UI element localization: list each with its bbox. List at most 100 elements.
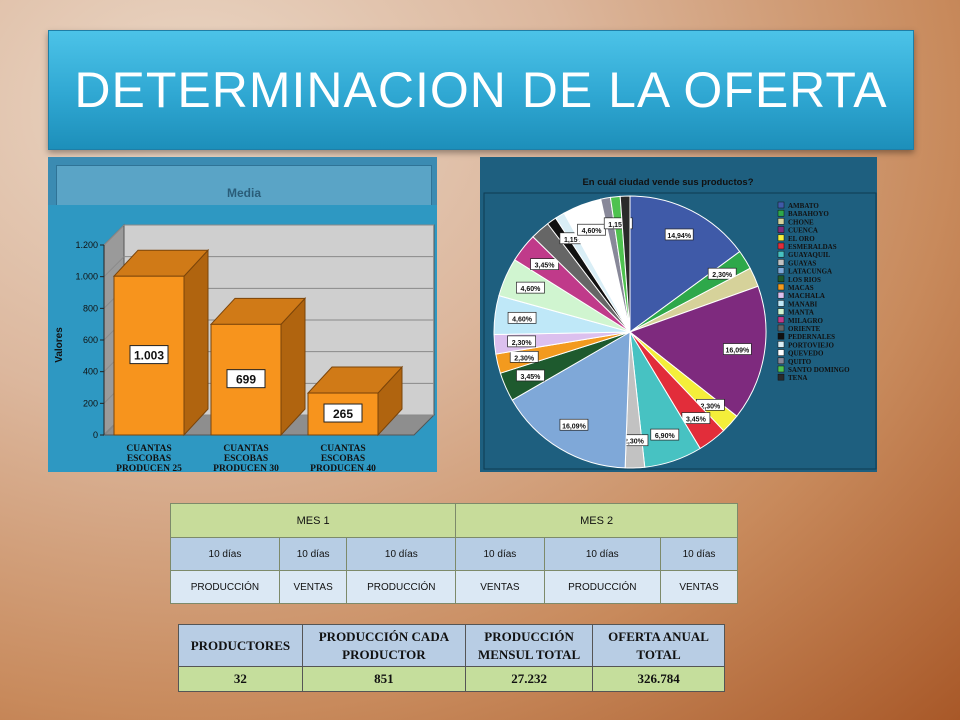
pie-value-label: 2,30% [712,272,733,279]
pie-slice [511,331,631,469]
header-productores: PRODUCTORES [178,624,303,667]
dias-cell: 10 días [278,537,348,571]
y-tick-label: 600 [83,335,98,345]
pie-chart-panel: En cuál ciudad vende sus productos? 14,94… [480,157,877,472]
pie-value-label: 2,30% [512,340,533,347]
legend-swatch [777,226,785,233]
legend-swatch [777,201,785,209]
legend-swatch [777,324,785,332]
tipo-cell: VENTAS [455,570,545,604]
gridline-side [103,224,125,246]
pie-value-label: 14,94% [667,233,692,240]
mes2-header: MES 2 [455,503,738,538]
category-label: ESCOBAS [321,454,365,464]
legend-label: ORIENTE [788,325,821,333]
media-label: Media [226,186,261,200]
pie-value-label: 3,45% [686,417,707,424]
pie-value-box [723,343,752,355]
title-banner: DETERMINACION DE LA OFERTA [48,30,914,150]
header-oferta-anual: OFERTA ANUAL TOTAL [592,624,725,667]
media-header: Media [56,165,432,211]
category-label: PRODUCEN 30 [213,464,279,472]
pie-value-box [707,267,737,280]
category-label: ESCOBAS [224,454,268,464]
pie-value-box [516,369,545,382]
dias-cell: 10 días [543,537,661,571]
y-tick-label: 200 [83,398,98,408]
legend-label: LATACUNGA [788,268,832,276]
pie-value-box [507,335,536,348]
pie-chart: En cuál ciudad vende sus productos? 14,94… [483,177,877,470]
bar-value-label: 265 [333,407,353,421]
dias-cell: 10 días [659,537,739,571]
gridline-side [103,256,125,278]
bar-chart-area: 0 200 400 600 800 1.000 1.200 Valores 1.003 CUANT… [48,205,437,474]
pie-value-label: 6,90% [655,433,676,440]
dias-cell: 10 días [346,537,457,571]
pie-value-label: 2,30% [700,403,721,410]
pie-slice [628,285,767,417]
bar-value-label: 1.003 [134,349,164,363]
legend-label: PORTOVIEJO [788,341,834,349]
dias-cell: 10 días [455,537,545,571]
pie-value-box [650,428,680,441]
header-produccion-cada: PRODUCCIÓN CADA PRODUCTOR [301,624,467,667]
production-value-row: 32 851 27.232 326.784 [178,666,725,692]
mes-header-row: MES 1 MES 2 [169,503,738,538]
legend-label: QUEVEDO [788,350,824,358]
value-productores: 32 [178,666,303,692]
pie-title: En cuál ciudad vende sus productos? [582,177,753,188]
category-label: CUANTAS [223,444,268,454]
y-tick-label: 800 [83,303,98,313]
legend-swatch [777,242,785,250]
tipo-cell: PRODUCCIÓN [543,570,661,604]
legend-label: CHONE [788,218,814,226]
value-produccion-mensual: 27.232 [464,666,594,692]
bar-value-box [323,403,363,423]
pie-slice [629,195,741,333]
legend-label: CUENCA [788,227,818,235]
bar-chart: 0 200 400 600 800 1.000 1.200 Valores 1.003 CUANT… [54,223,436,474]
legend-label: ESMERALDAS [788,243,837,251]
legend-label: MILAGRO [788,317,824,325]
legend-label: EL ORO [788,235,815,243]
pie-slice [619,195,631,333]
legend-swatch [777,365,785,373]
dias-row: 10 días 10 días 10 días 10 días 10 días … [170,537,739,571]
y-tick-label: 400 [83,367,98,377]
legend-swatch [777,283,785,291]
pie-value-label: 2,30% [624,439,645,446]
legend-label: GUAYAS [788,259,816,267]
legend-label: MACHALA [788,292,825,300]
page-title: DETERMINACION DE LA OFERTA [74,62,888,118]
category-label: CUANTAS [126,444,171,454]
y-tick-label: 0 [93,430,98,440]
legend-swatch [777,316,785,324]
y-tick-label: 1.000 [75,272,98,282]
value-oferta-anual: 326.784 [592,666,725,692]
legend-swatch [777,308,785,315]
pie-value-label: 4,60% [582,228,603,235]
legend-label: PEDERNALES [788,333,835,341]
bar-value-box [129,345,169,365]
legend-label: MANABI [788,300,817,308]
legend-swatch [777,357,785,365]
pie-value-label: 3,45% [521,374,542,381]
mes-table: MES 1 MES 2 10 días 10 días 10 días 10 d… [169,503,739,604]
legend-label: TENA [788,374,807,382]
pie-value-label: 4,60% [512,316,533,323]
value-produccion-cada: 851 [301,666,467,692]
dias-cell: 10 días [170,537,280,571]
legend-swatch [777,250,785,258]
legend-swatch [777,267,785,274]
legend-swatch [777,259,785,266]
category-label: ESCOBAS [127,454,171,464]
legend-swatch [777,373,785,381]
mes1-header: MES 1 [169,503,457,538]
legend-label: LOS RIOS [788,276,821,284]
legend-swatch [777,332,785,340]
y-tick-label: 1.200 [75,240,98,250]
tipo-cell: VENTAS [278,570,348,604]
pie-value-label: 3,45% [535,263,556,270]
legend-label: MANTA [788,309,814,317]
